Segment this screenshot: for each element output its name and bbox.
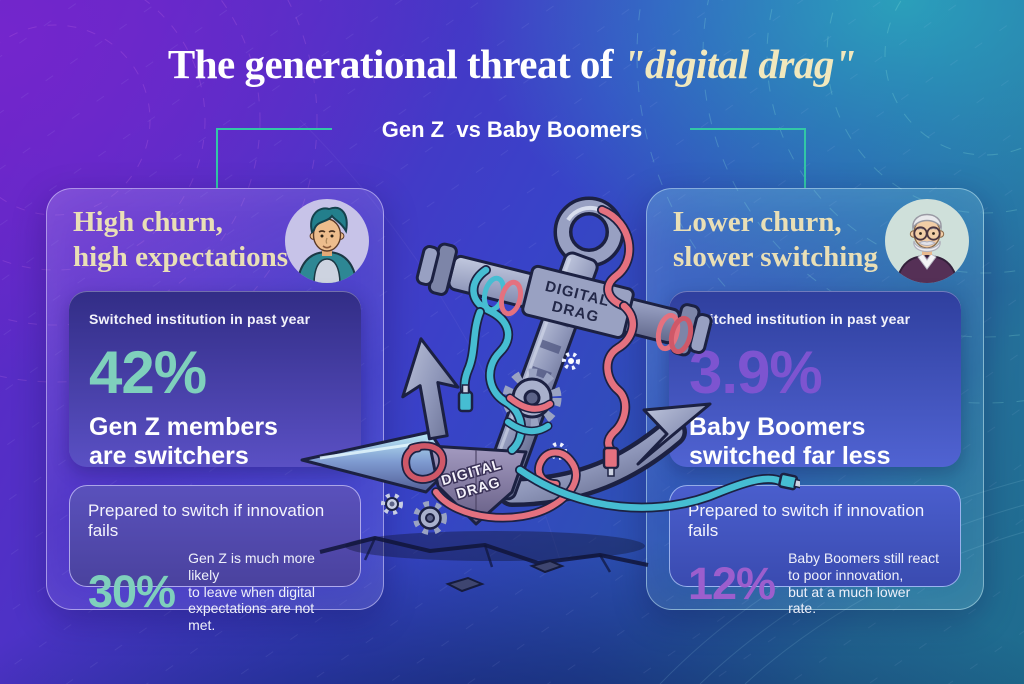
boomer-stat-prepared: Prepared to switch if innovation fails 1…	[669, 485, 961, 616]
gen-z-stat-switched: Switched institution in past year 42% Ge…	[69, 291, 361, 470]
stat-description: Baby Boomers still react to poor innovat…	[788, 550, 940, 617]
usb-plug-teal-icon	[457, 384, 474, 413]
stat-value: 42%	[89, 339, 207, 406]
stat-value: 12%	[688, 558, 776, 610]
page-title: The generational threat of "digital drag…	[0, 40, 1024, 88]
boomer-stat-switched: Switched institution in past year 3.9% B…	[669, 291, 961, 470]
gear-large-icon	[502, 368, 562, 428]
teal-cable	[470, 266, 525, 454]
right-bracket-line	[690, 128, 806, 130]
stock-digital-drag-label: DIGITAL DRAG	[539, 278, 616, 329]
gen-z-card-header: High churn, high expectations	[73, 206, 289, 273]
baby-boomer-avatar	[885, 199, 969, 283]
stat-description: Gen Z members are switchers	[89, 413, 278, 470]
anchor-crown-fluke: DIGITAL DRAG	[428, 444, 528, 526]
stock-label-word2: DRAG	[550, 298, 601, 326]
baby-boomers-card-header: Lower churn, slower switching	[673, 206, 878, 273]
stat-value: 30%	[88, 566, 176, 618]
left-fluke-arrow	[401, 337, 460, 441]
red-cable	[402, 443, 446, 482]
gear-small-icon	[381, 493, 403, 515]
nose	[325, 237, 328, 244]
right-bracket-line-vertical	[804, 128, 806, 188]
stat-label: Prepared to switch if innovation fails	[688, 501, 925, 540]
usb-plug-coral-icon	[602, 446, 620, 477]
title-emphasis: "digital drag"	[622, 41, 857, 87]
stat-description: Gen Z is much more likely to leave when …	[188, 550, 315, 634]
stock-label-word1: DIGITAL	[543, 278, 611, 310]
fluke-label-word2: DRAG	[454, 474, 502, 502]
stat-label: Prepared to switch if innovation fails	[88, 501, 325, 540]
anchor-shank	[481, 251, 599, 501]
fluke-label-word1: DIGITAL	[439, 456, 503, 488]
gen-z-card: High churn, high expectations Switched i…	[46, 188, 384, 633]
anchor-ring	[553, 196, 625, 268]
stat-label: Switched institution in past year	[89, 311, 311, 327]
page-subtitle: Gen Z vs Baby Boomers	[381, 117, 643, 142]
title-prefix: The generational threat of	[167, 41, 623, 87]
left-bracket-line	[216, 128, 332, 130]
coral-cable	[598, 206, 633, 310]
baby-boomers-card: Lower churn, slower switching Switched i…	[646, 188, 984, 616]
gear-sparkle-icon	[549, 352, 580, 460]
gen-z-stat-prepared: Prepared to switch if innovation fails 3…	[69, 485, 361, 633]
gear-medium-icon	[413, 501, 447, 535]
left-bracket-line-vertical	[216, 128, 218, 188]
gen-z-avatar	[285, 199, 369, 283]
stat-description: Baby Boomers switched far less	[689, 413, 891, 470]
stat-value: 3.9%	[689, 339, 823, 406]
stat-label: Switched institution in past year	[689, 311, 911, 327]
fluke-digital-drag-label: DIGITAL DRAG	[439, 454, 512, 504]
